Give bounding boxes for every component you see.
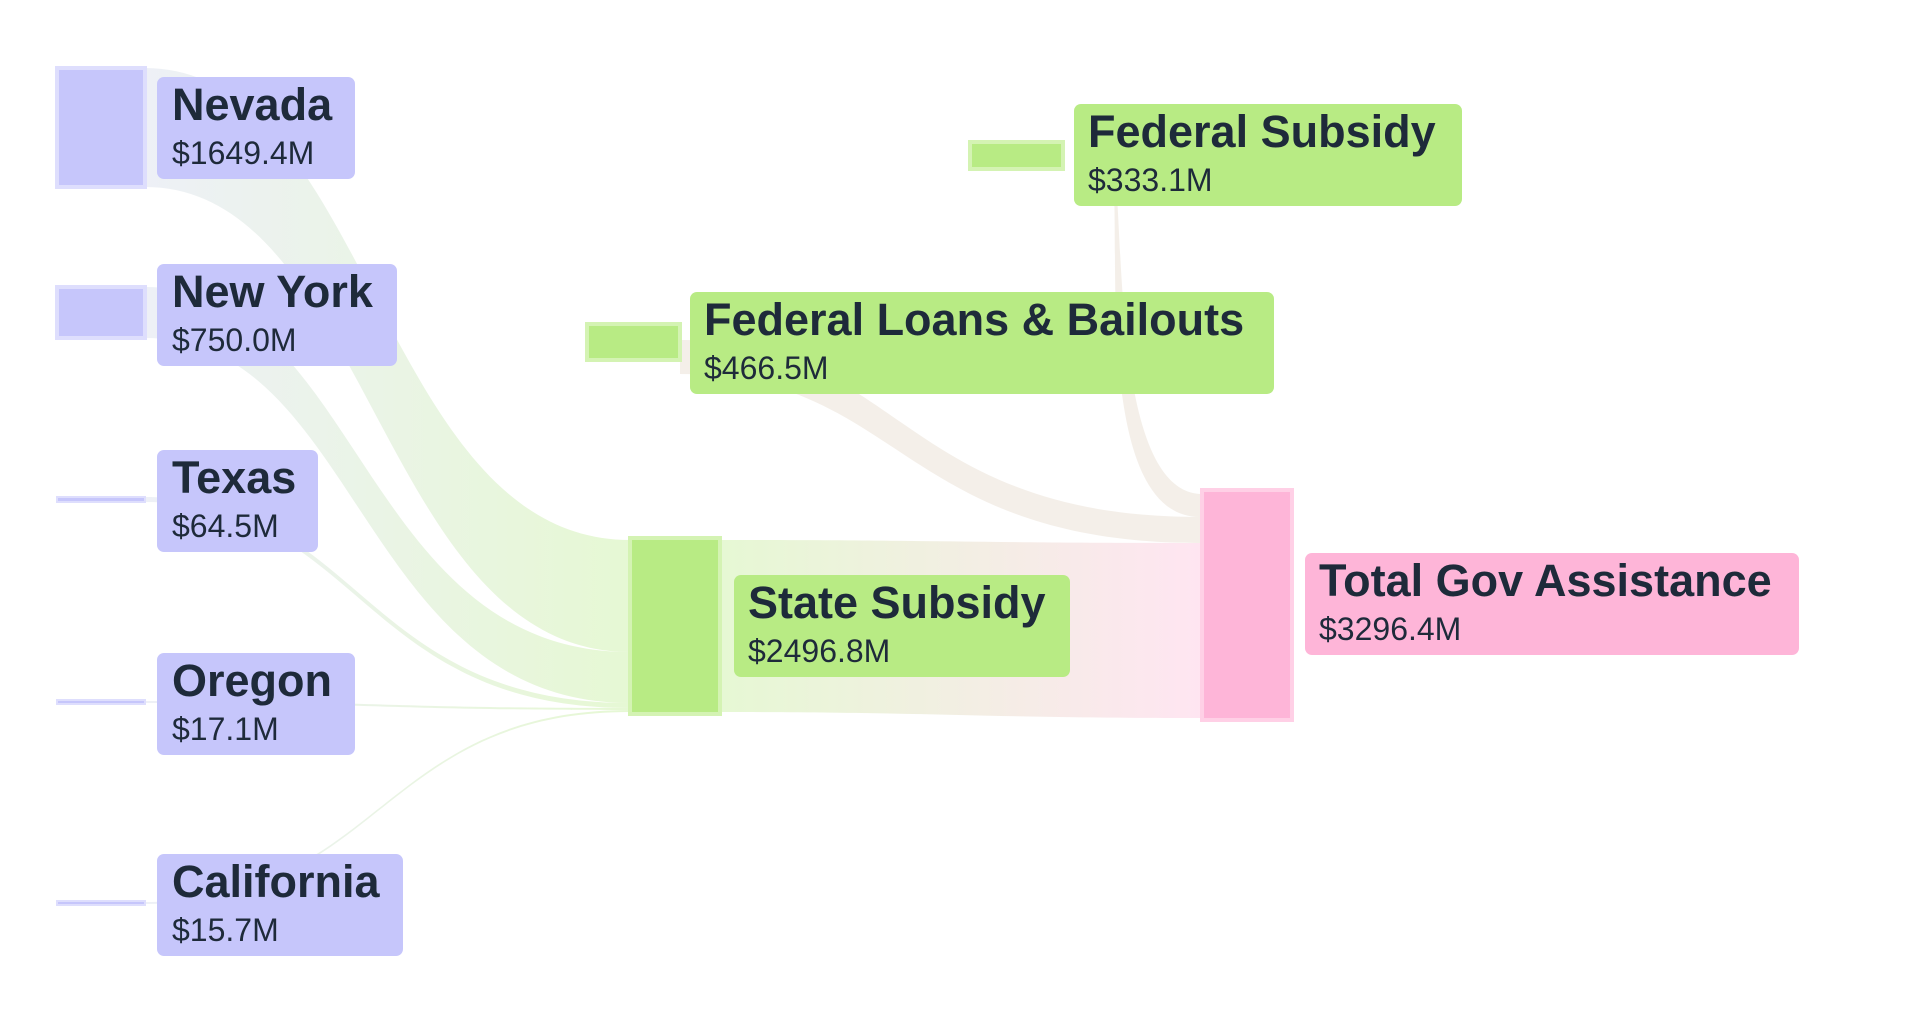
node-labels: Nevada $1649.4M New York $750.0M Texas $… [157, 77, 1799, 956]
node-bar-california[interactable] [56, 900, 146, 906]
node-bar-state-subsidy[interactable] [628, 536, 722, 716]
node-value: $2496.8M [748, 633, 890, 669]
node-name: New York [172, 266, 374, 317]
node-bar-texas[interactable] [56, 496, 146, 503]
node-bar-new-york[interactable] [55, 285, 147, 340]
node-value: $1649.4M [172, 135, 314, 171]
node-value: $333.1M [1088, 162, 1213, 198]
label-california: California $15.7M [157, 854, 403, 956]
node-value: $466.5M [704, 350, 829, 386]
label-texas: Texas $64.5M [157, 450, 318, 552]
node-value: $750.0M [172, 322, 297, 358]
node-name: Total Gov Assistance [1319, 555, 1772, 606]
label-new-york: New York $750.0M [157, 264, 397, 366]
node-name: Nevada [172, 79, 333, 130]
label-federal-subsidy: Federal Subsidy $333.1M [1074, 104, 1462, 206]
node-bar-total[interactable] [1200, 488, 1294, 722]
label-nevada: Nevada $1649.4M [157, 77, 355, 179]
node-name: State Subsidy [748, 577, 1046, 628]
node-value: $64.5M [172, 508, 279, 544]
node-name: Federal Subsidy [1088, 106, 1436, 157]
label-federal-loans: Federal Loans & Bailouts $466.5M [690, 292, 1274, 394]
link-federal-subsidy-total [1108, 152, 1200, 517]
node-name: Federal Loans & Bailouts [704, 294, 1244, 345]
node-name: California [172, 856, 381, 907]
node-bars [55, 66, 1294, 906]
node-name: Texas [172, 452, 296, 503]
node-bar-oregon[interactable] [56, 699, 146, 705]
label-oregon: Oregon $17.1M [157, 653, 355, 755]
node-bar-nevada[interactable] [55, 66, 147, 189]
node-bar-federal-loans[interactable] [585, 322, 682, 362]
node-value: $17.1M [172, 711, 279, 747]
node-value: $3296.4M [1319, 611, 1461, 647]
node-value: $15.7M [172, 912, 279, 948]
label-total: Total Gov Assistance $3296.4M [1305, 553, 1799, 655]
label-state-subsidy: State Subsidy $2496.8M [734, 575, 1070, 677]
node-name: Oregon [172, 655, 332, 706]
node-bar-federal-subsidy[interactable] [968, 140, 1065, 171]
